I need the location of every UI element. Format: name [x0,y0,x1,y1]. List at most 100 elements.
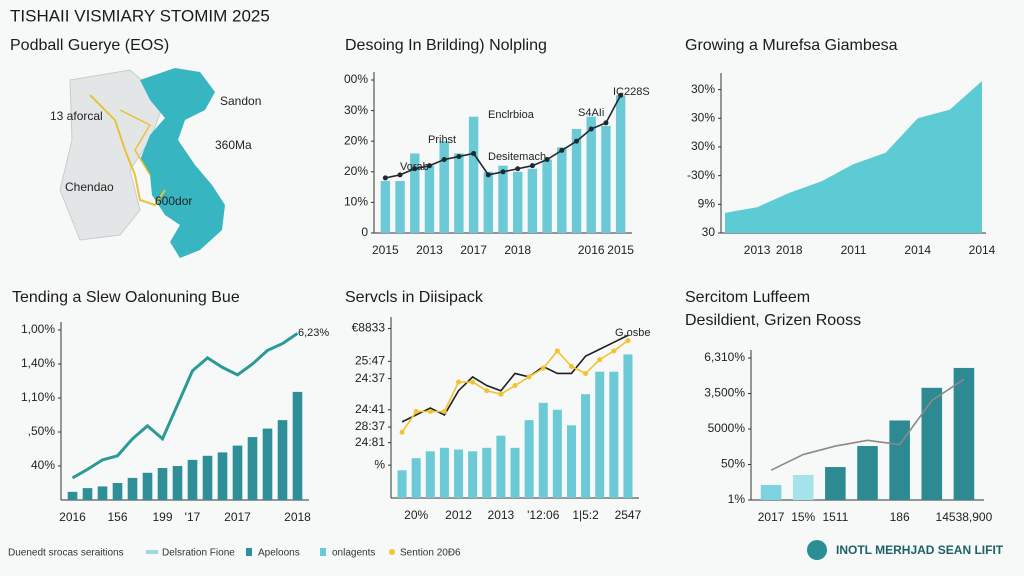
bar [157,468,168,500]
x-tick-label: 2015 [372,243,399,257]
bar [586,116,596,233]
bar [527,168,538,233]
bar [601,125,611,233]
annotation: Desitemach [488,151,546,163]
y-tick-label: % [374,457,385,471]
chart-title: Growing a Murefsa Giambesa [685,37,898,54]
route [119,109,152,176]
map-label: 360Ma [215,138,252,152]
map-label: Chendao [65,180,114,194]
y-tick-label: 20% [344,164,368,178]
y-tick-label: 30% [691,82,715,96]
annotation: IC228S [613,86,650,98]
bar [425,451,435,498]
bar [496,435,506,498]
bar [172,466,183,500]
x-tick-label: 2016 [59,510,86,524]
x-tick-label: 2013 [416,243,443,257]
point [611,348,617,354]
bar [566,425,576,498]
country [140,68,225,258]
legend-swatch [246,548,252,556]
bar [395,180,405,233]
x-tick-label: 2018 [284,510,311,524]
bar [142,472,153,500]
x-tick-label: '17 [185,510,201,524]
point [456,379,462,385]
point [382,175,388,181]
x-tick-label: 199 [152,510,172,524]
x-tick-label: 2017 [224,510,251,524]
point [397,172,403,178]
chart-title: Servcls in Diisipack [345,289,484,306]
bar [380,180,391,233]
map-title: Podball Gueryе (EOS) [10,37,169,54]
x-tick-label: 20% [404,508,428,522]
bar [262,428,273,500]
legend-label: Delsration Fione [162,548,235,559]
bar [552,409,562,498]
point [498,391,504,397]
bar [609,371,619,498]
bar [439,141,449,233]
bar [482,447,492,498]
logo-icon [807,540,827,560]
bar [581,394,591,498]
bar [82,488,93,500]
bar [277,420,288,500]
point [456,154,462,159]
bar [187,459,198,500]
bar [595,371,605,498]
bar [127,477,138,500]
line [71,332,299,480]
bar [468,116,479,233]
x-tick-label: 2017 [460,243,487,257]
y-tick-label: 50% [721,457,745,471]
y-tick-label: 28:37 [355,419,385,433]
point [540,365,546,371]
y-tick-label: 5000% [708,421,746,435]
y-tick-label: 30% [344,103,368,117]
point [441,409,447,414]
line [770,378,965,471]
bar [857,446,878,500]
point [427,409,433,414]
bar [292,391,303,500]
bar [513,171,523,233]
bar [623,354,633,498]
point [471,150,477,156]
bar [571,128,582,233]
legend-swatch [146,550,158,554]
point [426,163,432,169]
page-title: TISHAII VISMIARY STOMIM 2025 [10,6,270,25]
x-tick-label: 2016 [578,243,605,257]
bar [889,420,910,500]
map-label: Sandon [220,94,261,108]
point [583,370,589,376]
route [89,94,166,207]
y-tick-label: 00% [344,72,368,86]
line [401,334,629,423]
y-tick-label: -30% [687,168,715,182]
y-tick-label: 30 [702,225,716,239]
point [603,120,609,126]
bar [538,402,548,498]
x-tick-label: 2013 [744,243,771,257]
x-tick-label: 2015 [607,243,634,257]
bar [542,159,552,233]
annotation: 6,23% [298,327,329,339]
chart-title: Tending a Slew Oalonuning Bue [12,289,240,306]
bar [483,171,493,233]
point [512,383,518,389]
bar [953,367,975,500]
bar [202,455,213,500]
y-tick-label: 24:81 [355,435,385,449]
y-tick-label: 1% [728,492,746,506]
x-tick-label: 14538,900 [936,510,993,524]
point [574,138,580,144]
bar [468,451,478,498]
y-tick-label: 10% [344,195,368,209]
point [544,157,550,163]
point [559,147,565,153]
